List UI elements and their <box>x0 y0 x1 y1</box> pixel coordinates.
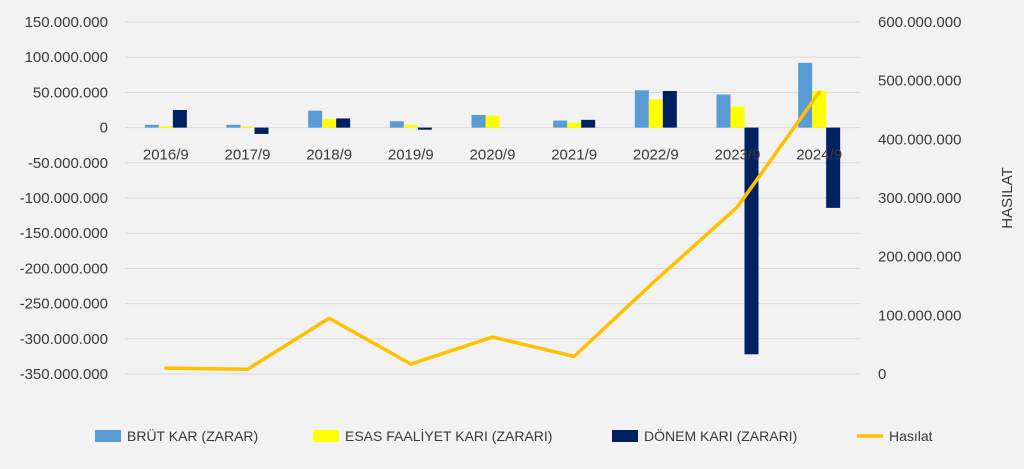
left-tick-label: -250.000.000 <box>20 296 108 313</box>
category-labels: 2016/9 2017/9 2018/9 2019/9 2020/9 2021/9 2022… <box>143 147 842 164</box>
left-tick-label: -150.000.000 <box>20 225 108 242</box>
category-label: 2019/9 <box>388 147 434 164</box>
bar <box>144 124 159 128</box>
left-tick-label: 100.000.000 <box>25 49 108 66</box>
bar <box>389 121 404 128</box>
bar <box>567 122 582 128</box>
legend-swatch <box>313 430 339 442</box>
legend-label: DÖNEM KARI (ZARARI) <box>644 427 797 444</box>
category-label: 2021/9 <box>551 147 597 164</box>
right-axis-ticks: 600.000.000 500.000.000 400.000.000 300.000… <box>878 14 961 383</box>
bar <box>158 126 173 128</box>
bar <box>634 90 649 128</box>
legend-label: Hasılat <box>889 428 933 444</box>
right-tick-label: 100.000.000 <box>878 307 961 324</box>
left-axis-ticks: 150.000.000 100.000.000 50.000.000 0 -50.000… <box>20 14 108 383</box>
left-tick-label: -300.000.000 <box>20 331 108 348</box>
bar <box>226 124 241 128</box>
bar <box>716 94 731 128</box>
right-tick-label: 600.000.000 <box>878 14 961 31</box>
bar <box>648 99 663 128</box>
category-label: 2017/9 <box>225 147 271 164</box>
bar <box>308 110 323 128</box>
bar <box>730 106 745 128</box>
legend: BRÜT KAR (ZARAR) ESAS FAALİYET KARI (ZARA… <box>95 427 933 444</box>
bar <box>322 119 337 128</box>
bar <box>553 120 568 128</box>
bar <box>662 90 677 128</box>
bar <box>581 119 596 128</box>
category-label: 2018/9 <box>306 147 352 164</box>
left-tick-label: -50.000.000 <box>28 155 108 172</box>
bar <box>403 124 418 128</box>
right-tick-label: 300.000.000 <box>878 190 961 207</box>
left-tick-label: -350.000.000 <box>20 366 108 383</box>
category-label: 2022/9 <box>633 147 679 164</box>
bar <box>798 62 813 128</box>
left-tick-label: -100.000.000 <box>20 190 108 207</box>
right-tick-label: 400.000.000 <box>878 131 961 148</box>
bar <box>471 114 486 128</box>
right-tick-label: 200.000.000 <box>878 249 961 266</box>
legend-label: BRÜT KAR (ZARAR) <box>127 427 258 444</box>
bar <box>417 127 432 130</box>
category-label: 2016/9 <box>143 147 189 164</box>
bar <box>240 126 255 128</box>
bar <box>336 118 351 128</box>
category-label: 2024/9 <box>796 147 842 164</box>
revenue-line <box>164 90 821 372</box>
legend-swatch <box>612 430 638 442</box>
left-tick-label: 0 <box>100 120 108 137</box>
right-tick-label: 0 <box>878 366 886 383</box>
left-tick-label: 50.000.000 <box>33 84 108 101</box>
category-label: 2023/9 <box>715 147 761 164</box>
right-tick-label: 500.000.000 <box>878 73 961 90</box>
left-tick-label: 150.000.000 <box>25 14 108 31</box>
bar <box>485 115 500 128</box>
category-label: 2020/9 <box>470 147 516 164</box>
right-axis-title: HASILAT <box>999 167 1016 228</box>
bar <box>826 127 841 208</box>
bar <box>172 110 187 128</box>
legend-swatch <box>95 430 121 442</box>
bar <box>254 127 269 134</box>
legend-label: ESAS FAALİYET KARI (ZARARI) <box>345 427 552 444</box>
left-tick-label: -200.000.000 <box>20 260 108 277</box>
gridlines <box>125 21 860 375</box>
series-line <box>164 90 821 372</box>
